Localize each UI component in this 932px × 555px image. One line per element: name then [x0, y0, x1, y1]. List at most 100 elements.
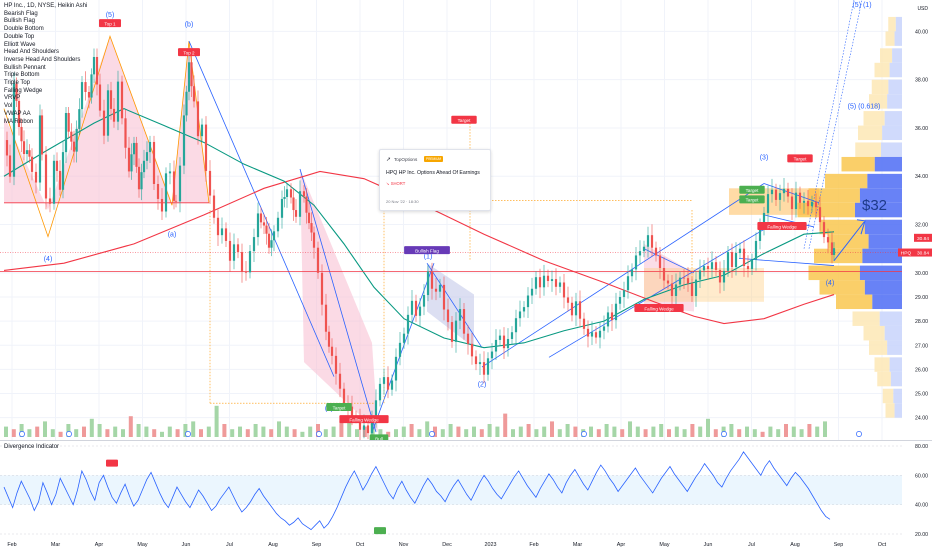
legend-item[interactable]: VRVP — [4, 95, 87, 103]
legend-item[interactable]: Triple Bottom — [4, 72, 87, 80]
candle-body — [325, 305, 327, 332]
osc-tick: 60.00 — [915, 473, 928, 479]
legend-item[interactable]: Bullish Pennant — [4, 65, 87, 73]
candle-body — [487, 358, 489, 374]
price-chart[interactable]: (5)(b)(4)(a)(c)(1)(2)(3)(4)(5) (0.618)(5… — [0, 0, 932, 440]
time-tick: Oct — [356, 542, 365, 548]
candle-body — [121, 82, 123, 119]
vrvp-bar — [858, 126, 882, 140]
symbol-title[interactable]: HP Inc., 1D, NYSE, Heikin Ashi — [4, 3, 87, 11]
idea-card[interactable]: ➚ TopOptions PREMIUM HPQ HP Inc. Options… — [379, 149, 491, 211]
pattern-badge-label: Target — [333, 405, 346, 410]
volume-bar — [215, 406, 219, 437]
volume-bar — [706, 419, 710, 437]
legend-item[interactable]: Bearish Flag — [4, 11, 87, 19]
pattern-badge[interactable]: Falling Wedge — [339, 415, 388, 423]
vrvp-bar — [882, 126, 902, 140]
candle-body — [213, 196, 215, 218]
candle-body — [153, 142, 155, 184]
volume-bar — [293, 429, 297, 437]
pattern-badge[interactable]: Falling Wedge — [757, 222, 806, 230]
candle-body — [379, 384, 381, 400]
earnings-icon[interactable] — [66, 431, 71, 436]
candle-body — [290, 189, 292, 197]
candle-body — [185, 92, 187, 116]
volume-bar — [550, 421, 554, 437]
currency-label: USD — [917, 6, 928, 12]
pattern-badge[interactable]: Falling Wedge — [634, 304, 683, 312]
idea-author[interactable]: TopOptions — [394, 157, 417, 162]
candle-body — [265, 226, 267, 234]
oscillator-title[interactable]: Divergence Indicator — [4, 444, 59, 450]
volume-bar — [768, 427, 772, 437]
volume-bar — [43, 421, 47, 437]
earnings-icon[interactable] — [856, 431, 861, 436]
earnings-icon[interactable] — [721, 431, 726, 436]
legend-item[interactable]: Bullish Flag — [4, 18, 87, 26]
candle-body — [479, 362, 481, 364]
volume-bar — [82, 427, 86, 437]
idea-headline[interactable]: HPQ HP Inc. Options Ahead Of Earnings — [386, 170, 480, 176]
volume-bar — [98, 424, 102, 437]
candle-body — [135, 143, 137, 167]
candle-body — [611, 312, 613, 320]
candle-body — [799, 193, 801, 203]
time-tick: Nov — [399, 542, 409, 548]
legend-item[interactable]: Falling Wedge — [4, 88, 87, 96]
volume-bar — [542, 427, 546, 437]
divergence-badge[interactable] — [106, 460, 118, 467]
earnings-icon[interactable] — [19, 431, 24, 436]
candle-body — [35, 172, 37, 183]
pattern-badge-label: Target — [746, 188, 759, 193]
time-tick: Jul — [748, 542, 755, 548]
pattern-badge[interactable]: Target — [326, 403, 351, 411]
legend-item[interactable]: Elliott Wave — [4, 42, 87, 50]
candle-body — [26, 150, 28, 154]
pattern-badge[interactable]: Target — [739, 195, 764, 203]
candle-body — [599, 331, 601, 338]
pattern-badge[interactable]: Target — [739, 186, 764, 194]
legend-item[interactable]: Double Bottom — [4, 26, 87, 34]
candle-body — [221, 228, 223, 235]
price-pane[interactable]: (5)(b)(4)(a)(c)(1)(2)(3)(4)(5) (0.618)(5… — [0, 0, 932, 440]
vrvp-bar — [875, 63, 890, 77]
price-tick: 28.00 — [915, 319, 928, 325]
pattern-badge[interactable]: Target — [787, 154, 812, 162]
candle-body — [467, 334, 469, 344]
earnings-icon[interactable] — [185, 431, 190, 436]
pattern-badge[interactable]: Bullish Flag — [404, 246, 450, 254]
candle-body — [70, 132, 72, 142]
earnings-icon[interactable] — [316, 431, 321, 436]
volume-bar — [207, 427, 211, 437]
wave-label: (5) (0.618) — [848, 104, 881, 111]
vrvp-bar — [862, 249, 902, 263]
pattern-badge[interactable]: Top 2 — [178, 48, 200, 56]
pattern-badge[interactable]: Target — [451, 116, 476, 124]
volume-bar — [464, 429, 468, 437]
legend-item[interactable]: Inverse Head And Shoulders — [4, 57, 87, 65]
legend-item[interactable]: Triple Top — [4, 80, 87, 88]
candle-body — [175, 201, 177, 202]
legend-item[interactable]: MA Ribbon — [4, 119, 87, 127]
legend-item[interactable]: Vol — [4, 103, 87, 111]
legend-item[interactable]: VWAP AA — [4, 111, 87, 119]
price-axis[interactable]: 40.0038.0036.0034.0032.0030.0029.0028.00… — [915, 6, 928, 440]
volume-bar — [612, 427, 616, 437]
volume-bar — [745, 427, 749, 437]
legend-item[interactable]: Double Top — [4, 34, 87, 42]
candle-body — [495, 340, 497, 352]
pattern-badge[interactable]: Top 1 — [99, 19, 121, 27]
candle-body — [313, 233, 315, 248]
divergence-badge[interactable] — [374, 527, 386, 534]
vrvp-bar — [886, 403, 895, 417]
earnings-icon[interactable] — [429, 431, 434, 436]
vrvp-bar — [881, 142, 902, 156]
time-tick: Jun — [182, 542, 191, 548]
earnings-icon[interactable] — [581, 431, 586, 436]
legend-item[interactable]: Head And Shoulders — [4, 49, 87, 57]
